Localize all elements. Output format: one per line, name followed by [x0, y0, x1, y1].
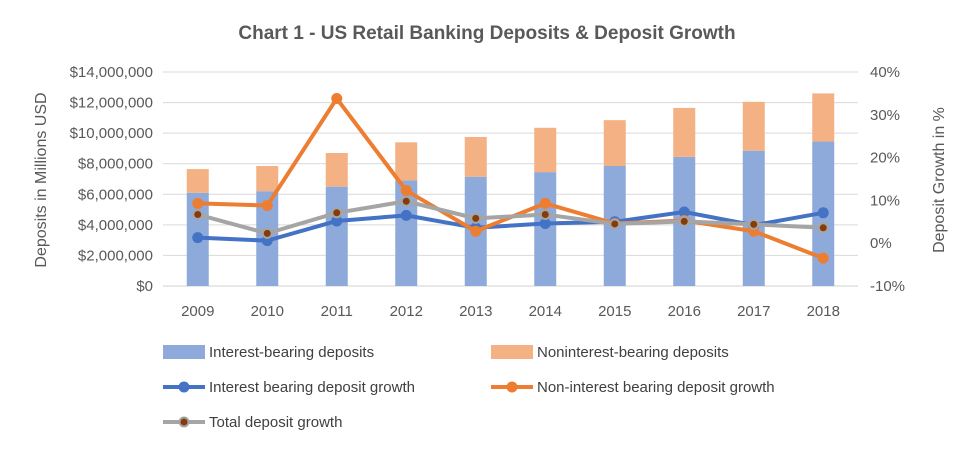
- x-tick-label: 2016: [668, 303, 701, 320]
- point-total-growth: [402, 197, 410, 205]
- y-left-axis-title: Deposits in Millions USD: [33, 92, 50, 267]
- point-series-1: [400, 209, 412, 221]
- point-series-2: [817, 252, 829, 264]
- bar-interest-bearing: [534, 172, 557, 286]
- point-total-growth: [680, 217, 688, 225]
- legend-label: Total deposit growth: [209, 414, 342, 431]
- legend-marker: [506, 381, 518, 393]
- bar-interest-bearing: [395, 180, 418, 286]
- axes-layer: $0 $2,000,000 $4,000,000 $6,000,000 $8,000,0…: [70, 64, 905, 320]
- bar-noninterest-bearing: [325, 153, 348, 187]
- point-series-2: [261, 200, 273, 212]
- x-tick-label: 2011: [321, 303, 353, 320]
- y-right-axis-title: Deposit Growth in %: [931, 107, 948, 253]
- bar-interest-bearing: [325, 186, 348, 286]
- point-total-growth: [541, 211, 549, 219]
- y-right-tick-label: 20%: [870, 150, 900, 167]
- y-right-tick-label: 0%: [870, 235, 892, 252]
- y-right-tick-label: 30%: [870, 107, 900, 124]
- x-tick-label: 2017: [737, 303, 770, 320]
- point-series-1: [678, 206, 690, 218]
- point-total-growth: [611, 220, 619, 228]
- point-series-2: [192, 197, 204, 209]
- y-right-tick-label: 10%: [870, 192, 900, 209]
- point-total-growth: [263, 229, 271, 237]
- point-series-2: [470, 225, 482, 237]
- bar-noninterest-bearing: [464, 136, 487, 177]
- y-right-tick-label: -10%: [870, 278, 905, 295]
- legend-label: Interest bearing deposit growth: [209, 379, 415, 396]
- point-series-2: [400, 185, 412, 197]
- y-left-tick-label: $0: [136, 278, 153, 295]
- x-tick-label: 2015: [598, 303, 631, 320]
- legend-marker: [180, 418, 188, 426]
- legend-swatch: [163, 345, 205, 359]
- bar-interest-bearing: [742, 150, 765, 286]
- x-tick-label: 2010: [251, 303, 284, 320]
- point-series-1: [192, 232, 204, 244]
- bar-noninterest-bearing: [742, 101, 765, 151]
- legend-swatch: [491, 345, 533, 359]
- y-left-tick-label: $6,000,000: [78, 186, 153, 203]
- point-series-1: [539, 218, 551, 230]
- lines-layer: [192, 93, 829, 264]
- point-series-2: [331, 93, 343, 105]
- bars-layer: [186, 93, 835, 286]
- chart-title: Chart 1 - US Retail Banking Deposits & D…: [238, 23, 735, 44]
- x-tick-label: 2018: [807, 303, 840, 320]
- bar-noninterest-bearing: [534, 127, 557, 173]
- point-total-growth: [472, 214, 480, 222]
- point-series-1: [331, 215, 343, 227]
- legend-marker: [178, 381, 190, 393]
- y-left-tick-label: $8,000,000: [78, 156, 153, 173]
- x-tick-label: 2012: [390, 303, 423, 320]
- y-left-tick-label: $10,000,000: [70, 125, 153, 142]
- bar-noninterest-bearing: [603, 120, 626, 167]
- bar-noninterest-bearing: [673, 107, 696, 157]
- legend-label: Interest-bearing deposits: [209, 344, 374, 361]
- series-line-1: [195, 209, 826, 243]
- y-right-tick-label: 40%: [870, 64, 900, 81]
- x-tick-label: 2009: [181, 303, 214, 320]
- point-total-growth: [333, 209, 341, 217]
- legend: Interest-bearing deposits Noninterest-bea…: [163, 344, 775, 431]
- bar-noninterest-bearing: [812, 93, 835, 142]
- series-line-3: [195, 199, 826, 236]
- bar-noninterest-bearing: [186, 169, 209, 193]
- y-left-tick-label: $4,000,000: [78, 217, 153, 234]
- bar-noninterest-bearing: [256, 166, 279, 192]
- point-total-growth: [750, 220, 758, 228]
- point-total-growth: [819, 224, 827, 232]
- bar-noninterest-bearing: [395, 142, 418, 181]
- x-tick-label: 2014: [529, 303, 562, 320]
- point-series-1: [817, 207, 829, 219]
- x-tick-label: 2013: [459, 303, 492, 320]
- point-series-2: [539, 197, 551, 209]
- point-total-growth: [194, 211, 202, 219]
- y-left-tick-label: $14,000,000: [70, 64, 153, 81]
- y-left-tick-label: $2,000,000: [78, 247, 153, 264]
- y-left-tick-label: $12,000,000: [70, 95, 153, 112]
- legend-label: Noninterest-bearing deposits: [537, 344, 729, 361]
- legend-label: Non-interest bearing deposit growth: [537, 379, 775, 396]
